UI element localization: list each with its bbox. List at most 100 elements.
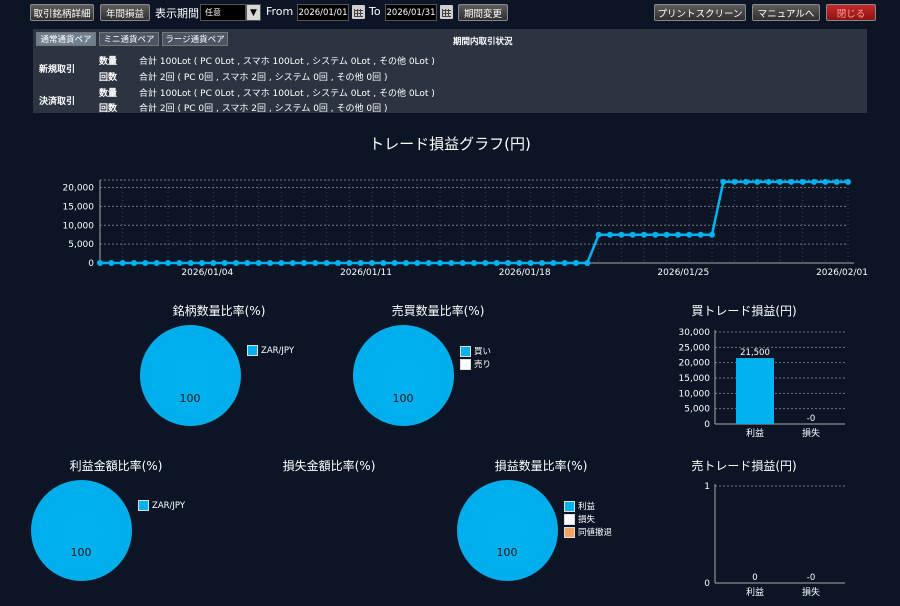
profit-ratio-pie-label: 100 — [70, 546, 92, 559]
data-point — [346, 260, 353, 266]
trade-summary-panel: 通常通貨ペア ミニ通貨ペア ラージ通貨ペア 期間内取引状況 新規取引 数量 合計… — [33, 29, 867, 114]
bar — [736, 358, 774, 424]
legend-label: ZAR/JPY — [152, 500, 186, 511]
sell-pnl-bar-chart: 0 1 0 利益 -0 損失 — [704, 482, 845, 598]
data-point — [777, 178, 783, 185]
tab-large-pair[interactable]: ラージ通貨ペア — [162, 32, 228, 46]
data-point — [482, 260, 489, 266]
close-button[interactable]: 閉じる — [826, 4, 876, 21]
symbol-ratio-legend: ZAR/JPY — [247, 345, 294, 356]
data-point — [108, 260, 115, 266]
data-point — [731, 178, 738, 185]
data-point — [187, 260, 194, 266]
from-date-input[interactable]: 2026/01/01 — [297, 4, 349, 21]
y-tick-label: 10,000 — [63, 221, 95, 231]
y-tick-label: 10,000 — [679, 389, 711, 399]
yearly-pnl-button[interactable]: 年間損益 — [100, 4, 150, 21]
to-calendar-icon[interactable] — [440, 5, 453, 19]
data-point — [573, 260, 579, 266]
buysell-ratio-title: 売買数量比率(%) — [391, 304, 485, 318]
period-label: 表示期間 — [155, 7, 199, 20]
data-point — [437, 260, 443, 266]
legend-swatch — [247, 345, 258, 356]
to-label: To — [369, 5, 381, 18]
pnl-count-pie — [457, 480, 558, 581]
y-tick-label: 20,000 — [679, 359, 711, 369]
data-point — [686, 231, 693, 238]
from-calendar-icon[interactable] — [352, 5, 365, 19]
data-point — [527, 260, 534, 266]
x-tick-label: 2026/01/18 — [499, 268, 551, 278]
data-point — [301, 260, 307, 266]
legend-label: ZAR/JPY — [261, 345, 295, 356]
bar-value-label: -0 — [807, 414, 815, 424]
data-point — [754, 178, 761, 185]
summary-title: 期間内取引状況 — [453, 37, 513, 47]
y-tick-label: 15,000 — [63, 202, 95, 212]
data-point — [516, 260, 523, 266]
data-point — [233, 260, 239, 266]
data-point — [618, 231, 625, 238]
x-tick-label: 2026/02/01 — [816, 268, 868, 278]
pnl-legend-breakeven: 同値撤退 — [564, 526, 612, 538]
profit-ratio-title: 利益金額比率(%) — [69, 459, 163, 473]
data-point — [323, 260, 330, 266]
to-date-input[interactable]: 2026/01/31 — [385, 4, 437, 21]
data-point — [255, 260, 262, 266]
data-point — [459, 260, 466, 266]
legend-swatch — [564, 513, 575, 525]
bar-value-label: 0 — [752, 573, 757, 583]
y-tick-label: 0 — [704, 420, 710, 430]
trade-detail-button[interactable]: 取引銘柄詳細 — [30, 4, 94, 21]
y-tick-label: 1 — [704, 482, 710, 492]
x-tick-label: 利益 — [746, 427, 764, 439]
data-point — [391, 260, 398, 266]
data-point — [357, 260, 364, 266]
data-point — [788, 178, 795, 185]
y-tick-label: 5,000 — [684, 405, 710, 415]
close-qty-value: 合計 100Lot ( PC 0Lot , スマホ 100Lot , システム … — [139, 89, 435, 99]
data-point — [720, 178, 727, 185]
data-point — [221, 260, 228, 266]
close-count-label: 回数 — [99, 104, 118, 114]
data-point — [493, 260, 500, 266]
buy-pnl-title: 買トレード損益(円) — [691, 304, 797, 318]
pnl-line-chart: 0 5,000 10,000 15,000 20,000 2026/01/04 2026/0… — [63, 178, 868, 278]
data-point — [267, 260, 273, 266]
change-period-button[interactable]: 期間変更 — [458, 4, 508, 21]
legend-label: 損失 — [578, 515, 596, 525]
tab-mini-pair[interactable]: ミニ通貨ペア — [99, 32, 159, 46]
data-point — [607, 231, 613, 238]
data-point — [709, 231, 715, 238]
from-label: From — [266, 5, 294, 18]
legend-swatch — [460, 358, 471, 370]
data-point — [584, 260, 591, 266]
tab-standard-pair[interactable]: 通常通貨ペア — [36, 32, 96, 46]
chevron-down-icon[interactable]: ▼ — [246, 4, 261, 21]
period-select[interactable]: 任意 — [200, 4, 246, 21]
data-point — [641, 231, 647, 238]
legend-swatch — [564, 526, 575, 538]
data-point — [743, 178, 749, 185]
manual-button[interactable]: マニュアルへ — [752, 4, 820, 21]
new-qty-value: 合計 100Lot ( PC 0Lot , スマホ 100Lot , システム … — [139, 57, 435, 67]
print-screen-button[interactable]: プリントスクリーン — [654, 4, 746, 21]
legend-label: 利益 — [578, 502, 596, 512]
data-point — [675, 231, 681, 238]
close-count-value: 合計 2回 ( PC 0回 , スマホ 2回 , システム 0回 , その他 0… — [139, 104, 388, 114]
legend-label: 同値撤退 — [578, 528, 613, 538]
y-tick-label: 20,000 — [63, 184, 95, 194]
x-tick-label: 2026/01/25 — [657, 268, 709, 278]
bar-value-label: -0 — [807, 573, 815, 583]
data-point — [142, 260, 149, 266]
y-tick-label: 25,000 — [679, 343, 711, 353]
data-point — [629, 231, 636, 238]
data-point — [448, 260, 455, 266]
y-tick-label: 30,000 — [679, 328, 711, 338]
legend-swatch — [138, 500, 149, 511]
data-point — [652, 231, 659, 238]
x-tick-label: 損失 — [802, 586, 820, 598]
new-trade-label: 新規取引 — [39, 65, 76, 75]
data-point — [425, 260, 432, 266]
y-tick-label: 5,000 — [68, 240, 94, 250]
